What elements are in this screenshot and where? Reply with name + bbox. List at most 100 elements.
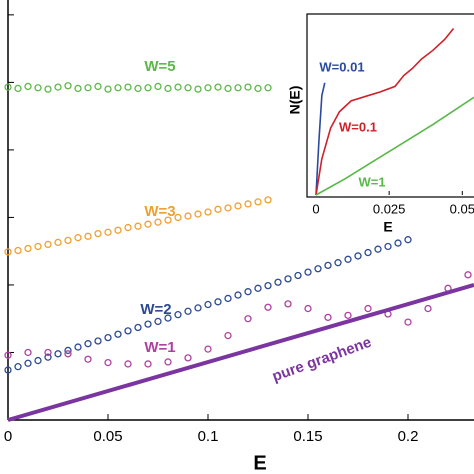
data-point bbox=[74, 343, 82, 351]
data-point bbox=[424, 304, 432, 313]
data-point bbox=[14, 246, 22, 255]
data-point bbox=[134, 222, 142, 230]
data-point bbox=[164, 314, 172, 322]
data-point bbox=[214, 205, 222, 213]
data-point bbox=[84, 355, 92, 363]
data-point bbox=[324, 261, 332, 270]
x-tick-label: 0.05 bbox=[450, 201, 474, 216]
data-point bbox=[104, 358, 112, 367]
data-point bbox=[334, 259, 342, 267]
data-point bbox=[44, 353, 52, 361]
inset-x-label: E bbox=[383, 219, 392, 235]
data-point bbox=[164, 358, 172, 366]
x-tick-label: 0.05 bbox=[93, 428, 122, 445]
data-point bbox=[14, 363, 22, 371]
data-point bbox=[264, 84, 272, 92]
series-label: W=0.01 bbox=[319, 59, 364, 74]
data-point bbox=[64, 236, 72, 245]
data-point bbox=[374, 245, 382, 253]
data-point bbox=[194, 304, 202, 312]
data-point bbox=[134, 84, 142, 93]
data-line bbox=[315, 82, 326, 196]
x-tick-label: 0.025 bbox=[373, 201, 406, 216]
data-point bbox=[204, 300, 212, 309]
data-point bbox=[64, 82, 72, 90]
data-point bbox=[164, 216, 172, 224]
data-point bbox=[304, 304, 312, 313]
data-point bbox=[234, 291, 242, 299]
data-point bbox=[224, 84, 232, 93]
data-point bbox=[194, 210, 202, 218]
data-point bbox=[84, 340, 92, 348]
data-point bbox=[384, 242, 392, 251]
data-point bbox=[4, 366, 12, 374]
data-point bbox=[254, 198, 262, 206]
x-tick-label: 0 bbox=[4, 428, 12, 445]
data-point bbox=[354, 252, 362, 260]
x-axis-label: E bbox=[253, 452, 266, 474]
data-point bbox=[144, 360, 152, 368]
data-point bbox=[294, 271, 302, 280]
data-point bbox=[54, 83, 62, 91]
data-point bbox=[74, 234, 82, 242]
data-point bbox=[4, 248, 12, 256]
data-point bbox=[204, 84, 212, 92]
data-point bbox=[344, 311, 352, 319]
data-point bbox=[264, 303, 272, 311]
series-label: W=3 bbox=[144, 203, 175, 220]
data-point bbox=[24, 348, 32, 357]
data-point bbox=[104, 85, 112, 93]
data-point bbox=[84, 84, 92, 92]
data-point bbox=[154, 82, 162, 91]
data-point bbox=[264, 281, 272, 290]
data-point bbox=[244, 83, 252, 91]
data-point bbox=[244, 288, 252, 296]
data-point bbox=[304, 268, 312, 276]
data-point bbox=[134, 323, 142, 332]
data-point bbox=[214, 298, 222, 306]
data-point bbox=[124, 327, 132, 335]
data-point bbox=[34, 84, 42, 92]
data-point bbox=[404, 318, 412, 326]
data-point bbox=[34, 242, 42, 251]
data-point bbox=[264, 196, 272, 204]
data-point bbox=[164, 84, 172, 93]
x-tick-label: 0.1 bbox=[198, 428, 219, 445]
data-point bbox=[234, 84, 242, 92]
data-point bbox=[24, 244, 32, 253]
series-label: W=2 bbox=[140, 301, 171, 318]
data-point bbox=[344, 255, 352, 263]
data-point bbox=[4, 83, 12, 91]
data-point bbox=[144, 84, 152, 92]
inset-frame bbox=[306, 13, 474, 198]
data-point bbox=[14, 84, 22, 93]
data-point bbox=[174, 83, 182, 91]
data-point bbox=[464, 271, 472, 279]
data-point bbox=[64, 350, 72, 358]
data-point bbox=[244, 315, 252, 323]
data-point bbox=[194, 85, 202, 93]
series-label: W=1 bbox=[144, 339, 175, 356]
data-point bbox=[34, 356, 42, 365]
data-point bbox=[94, 337, 102, 345]
data-point bbox=[64, 346, 72, 355]
inset-y-label: N(E) bbox=[287, 86, 303, 115]
data-point bbox=[124, 223, 132, 232]
data-point bbox=[184, 307, 192, 315]
data-point bbox=[94, 229, 102, 238]
data-point bbox=[184, 354, 192, 362]
data-point bbox=[204, 345, 212, 353]
data-point bbox=[24, 359, 32, 367]
data-point bbox=[244, 200, 252, 208]
data-point bbox=[234, 202, 242, 210]
data-point bbox=[254, 284, 262, 292]
data-point bbox=[224, 294, 232, 303]
data-point bbox=[314, 265, 322, 273]
data-point bbox=[284, 275, 292, 283]
data-point bbox=[54, 350, 62, 358]
data-point bbox=[224, 331, 232, 340]
data-point bbox=[44, 85, 52, 93]
data-point bbox=[154, 317, 162, 326]
data-point bbox=[364, 304, 372, 313]
